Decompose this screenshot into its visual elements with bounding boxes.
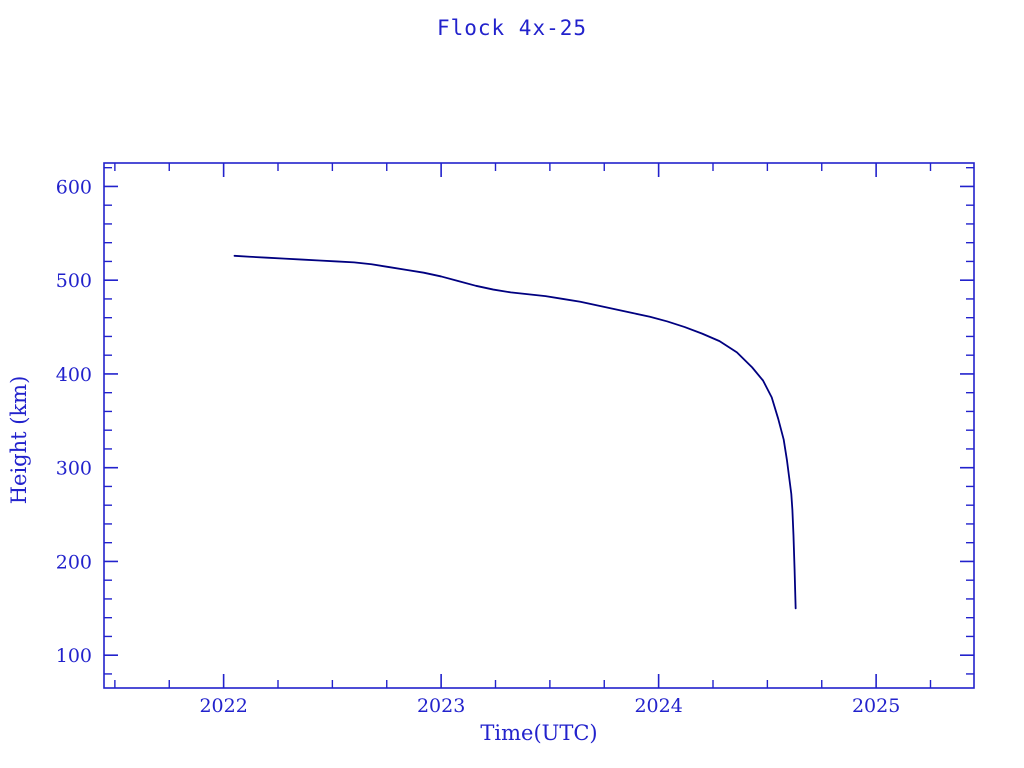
y-axis-title: Height (km): [7, 376, 31, 505]
x-tick-label: 2022: [199, 695, 247, 717]
plot-frame-rect: [103, 162, 975, 689]
y-tick-label: 200: [56, 551, 92, 573]
x-tick-label: 2023: [417, 695, 465, 717]
y-axis-ticks: [104, 166, 974, 675]
x-tick-label: 2024: [634, 695, 682, 717]
y-axis-tick-labels: 100 200 300 400 500 600: [56, 176, 92, 667]
y-tick-label: 400: [56, 364, 92, 386]
x-axis-ticks: [114, 163, 932, 688]
x-axis-title: Time(UTC): [480, 721, 597, 745]
plot-frame: [103, 162, 975, 689]
data-series-line: [233, 254, 797, 610]
y-tick-label: 600: [56, 176, 92, 198]
y-tick-label: 300: [56, 458, 92, 480]
x-tick-label: 2025: [852, 695, 900, 717]
y-tick-label: 500: [56, 270, 92, 292]
x-axis-tick-labels: 2022 2023 2024 2025: [199, 695, 900, 717]
y-tick-label: 100: [56, 645, 92, 667]
chart-title: Flock 4x-25: [436, 16, 588, 40]
